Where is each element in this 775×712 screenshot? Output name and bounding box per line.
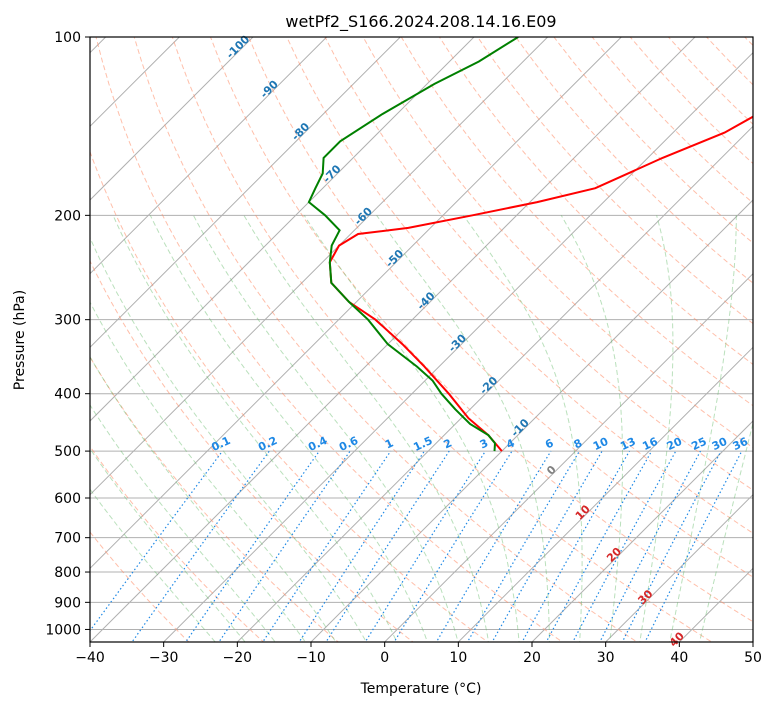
y-tick-label: 200 [54,208,81,224]
x-tick-label: −20 [223,650,253,666]
x-tick-label: −10 [296,650,326,666]
chart-title: wetPf2_S166.2024.208.14.16.E09 [285,12,556,32]
x-tick-label: −40 [75,650,105,666]
y-tick-label: 400 [54,387,81,403]
y-tick-label: 1000 [45,622,81,638]
y-tick-label: 500 [54,444,81,460]
y-tick-label: 900 [54,595,81,611]
y-tick-label: 700 [54,531,81,547]
x-tick-label: 30 [597,650,615,666]
x-tick-label: −30 [149,650,179,666]
x-tick-label: 20 [523,650,541,666]
x-tick-label: 40 [670,650,688,666]
x-tick-label: 10 [449,650,467,666]
x-axis-label: Temperature (°C) [360,681,482,697]
y-tick-label: 300 [54,313,81,329]
y-tick-label: 800 [54,565,81,581]
y-axis-label: Pressure (hPa) [12,290,28,390]
y-tick-label: 600 [54,491,81,507]
x-tick-label: 0 [380,650,389,666]
x-tick-label: 50 [744,650,762,666]
y-tick-label: 100 [54,30,81,46]
